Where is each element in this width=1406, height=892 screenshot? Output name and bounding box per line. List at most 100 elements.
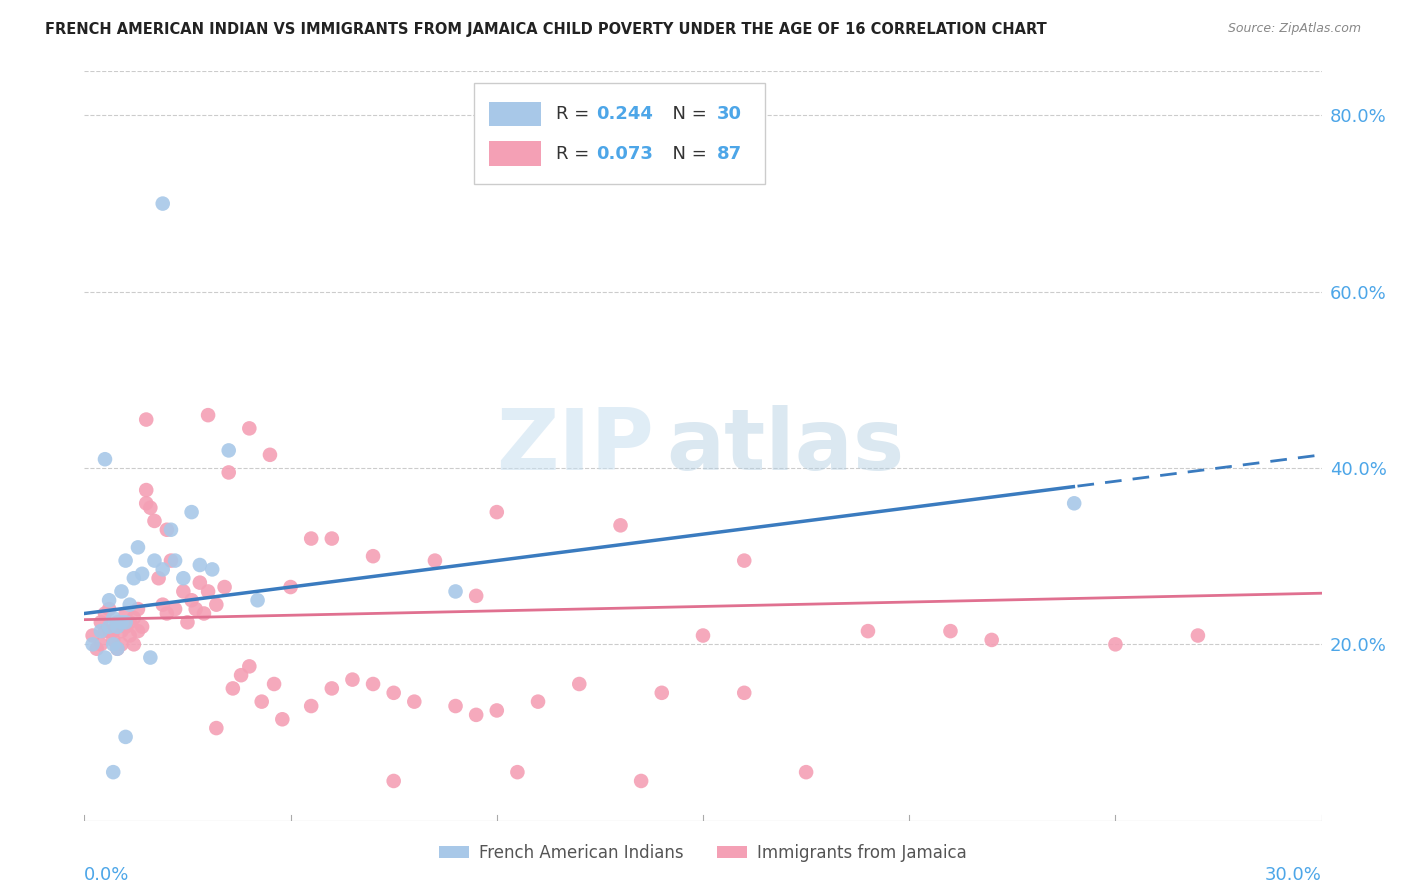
Point xyxy=(103,611,125,625)
Point xyxy=(94,624,117,639)
Point xyxy=(188,575,211,590)
Point xyxy=(250,695,273,709)
Point xyxy=(651,686,673,700)
Point xyxy=(135,412,157,426)
Point xyxy=(506,765,529,780)
Point xyxy=(527,695,550,709)
Point xyxy=(90,637,112,651)
Point xyxy=(98,620,121,634)
Text: atlas: atlas xyxy=(666,404,904,488)
Point xyxy=(172,571,194,585)
Point xyxy=(259,448,281,462)
Point xyxy=(485,505,508,519)
Point xyxy=(114,615,136,630)
Point xyxy=(94,607,117,621)
Point xyxy=(152,598,174,612)
Point xyxy=(794,765,817,780)
Point xyxy=(156,607,179,621)
Point xyxy=(152,562,174,576)
Point xyxy=(90,624,112,639)
Point xyxy=(733,553,755,567)
Point xyxy=(222,681,245,696)
Point xyxy=(160,553,183,567)
Point xyxy=(110,637,132,651)
Point xyxy=(485,703,508,717)
Point xyxy=(299,532,322,546)
Point xyxy=(465,589,488,603)
Point xyxy=(122,571,145,585)
Text: Source: ZipAtlas.com: Source: ZipAtlas.com xyxy=(1227,22,1361,36)
Point xyxy=(114,607,136,621)
Point xyxy=(114,620,136,634)
Point xyxy=(197,408,219,422)
Point xyxy=(218,466,240,480)
Point xyxy=(103,637,125,651)
Point xyxy=(127,624,149,639)
Point xyxy=(263,677,285,691)
Point xyxy=(444,699,467,714)
Point xyxy=(105,615,128,630)
Point xyxy=(188,558,211,572)
Point xyxy=(165,553,187,567)
Text: 87: 87 xyxy=(717,145,742,162)
Point xyxy=(423,553,446,567)
Text: 0.073: 0.073 xyxy=(596,145,654,162)
Point xyxy=(160,523,183,537)
Point xyxy=(127,541,149,555)
Point xyxy=(361,549,384,564)
Point xyxy=(205,598,228,612)
Point xyxy=(139,650,162,665)
Point xyxy=(143,553,166,567)
Point xyxy=(122,611,145,625)
Point xyxy=(103,765,125,780)
Point xyxy=(110,584,132,599)
Point xyxy=(98,593,121,607)
Point xyxy=(118,615,141,630)
Point xyxy=(94,650,117,665)
FancyBboxPatch shape xyxy=(489,102,541,127)
Point xyxy=(299,699,322,714)
Point xyxy=(82,637,104,651)
Text: 30.0%: 30.0% xyxy=(1265,865,1322,884)
FancyBboxPatch shape xyxy=(474,83,765,184)
Point xyxy=(246,593,269,607)
Text: N =: N = xyxy=(661,105,713,123)
Point xyxy=(280,580,302,594)
Point xyxy=(114,553,136,567)
Point xyxy=(110,615,132,630)
Point xyxy=(152,196,174,211)
Point xyxy=(193,607,215,621)
Point xyxy=(82,628,104,642)
Point xyxy=(568,677,591,691)
Point xyxy=(105,641,128,656)
Point xyxy=(122,637,145,651)
Text: R =: R = xyxy=(555,145,595,162)
Point xyxy=(404,695,426,709)
Point xyxy=(205,721,228,735)
Point xyxy=(229,668,252,682)
Text: R =: R = xyxy=(555,105,595,123)
Point xyxy=(939,624,962,639)
Point xyxy=(98,624,121,639)
Point xyxy=(980,632,1002,647)
Point xyxy=(118,598,141,612)
Text: FRENCH AMERICAN INDIAN VS IMMIGRANTS FROM JAMAICA CHILD POVERTY UNDER THE AGE OF: FRENCH AMERICAN INDIAN VS IMMIGRANTS FRO… xyxy=(45,22,1046,37)
Point xyxy=(321,532,343,546)
Text: N =: N = xyxy=(661,145,713,162)
Point xyxy=(118,628,141,642)
Point xyxy=(176,615,198,630)
Text: 30: 30 xyxy=(717,105,741,123)
Point xyxy=(156,523,179,537)
Point xyxy=(609,518,631,533)
Point xyxy=(103,624,125,639)
Point xyxy=(172,584,194,599)
Point xyxy=(103,632,125,647)
Point xyxy=(361,677,384,691)
Point xyxy=(105,620,128,634)
Text: 0.244: 0.244 xyxy=(596,105,654,123)
Point xyxy=(238,659,260,673)
Point xyxy=(1187,628,1209,642)
Point xyxy=(180,505,202,519)
Point xyxy=(238,421,260,435)
Point xyxy=(184,602,207,616)
